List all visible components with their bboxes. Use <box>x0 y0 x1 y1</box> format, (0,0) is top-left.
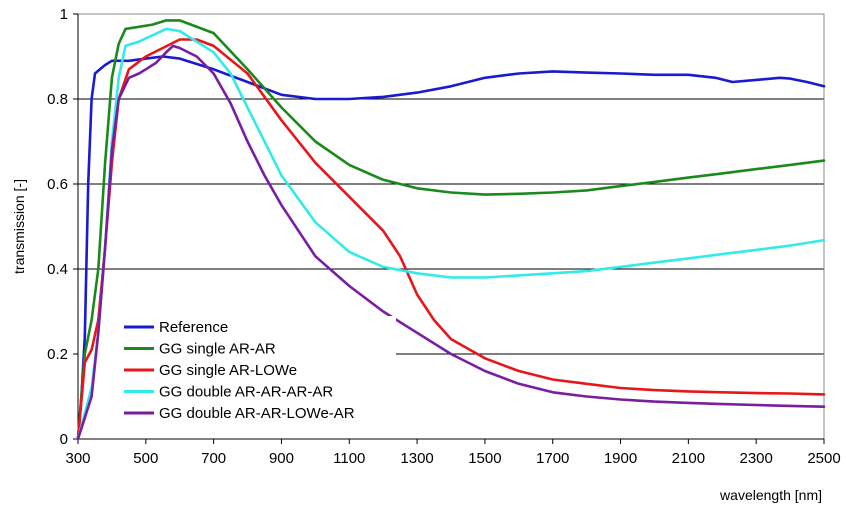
series-line-3 <box>76 27 826 441</box>
x-tick-label: 300 <box>65 450 90 467</box>
legend-label-3: GG double AR-AR-AR-AR <box>159 384 333 401</box>
x-tick-label: 1900 <box>604 450 637 467</box>
y-tick-label: 0.2 <box>47 346 68 363</box>
x-tick-label: 2300 <box>739 450 772 467</box>
x-tick-label: 900 <box>269 450 294 467</box>
legend-background <box>116 316 396 432</box>
x-tick-label: 1100 <box>333 450 365 467</box>
x-tick-label: 1500 <box>468 450 501 467</box>
y-tick-label: 0 <box>60 431 68 448</box>
series-lines <box>76 19 826 441</box>
x-tick-label: 2100 <box>672 450 705 467</box>
x-tick-label: 1700 <box>536 450 569 467</box>
y-axis-title: transmission [-] <box>11 179 27 274</box>
legend-label-4: GG double AR-AR-LOWe-AR <box>159 405 355 422</box>
axes <box>73 13 825 444</box>
x-axis-title: wavelength [nm] <box>719 487 822 503</box>
x-tick-label: 700 <box>201 450 226 467</box>
gridlines <box>78 98 824 355</box>
y-tick-label: 0.6 <box>47 176 68 193</box>
x-tick-label: 2500 <box>807 450 840 467</box>
legend-label-2: GG single AR-LOWe <box>159 362 297 379</box>
x-tick-label: 500 <box>133 450 158 467</box>
y-tick-label: 0.4 <box>47 261 68 278</box>
legend-label-0: Reference <box>159 319 228 336</box>
series-line-1 <box>76 19 826 441</box>
legend: Reference GG single AR-AR GG single AR-LOW… <box>116 316 396 432</box>
series-line-0 <box>76 55 826 441</box>
x-tick-label: 1300 <box>400 450 433 467</box>
legend-label-1: GG single AR-AR <box>159 341 276 358</box>
y-tick-label: 0.8 <box>47 91 68 108</box>
y-tick-label: 1 <box>60 6 68 23</box>
axis-titles: transmission [-] wavelength [nm] <box>11 179 822 503</box>
series-line-4 <box>76 44 826 441</box>
